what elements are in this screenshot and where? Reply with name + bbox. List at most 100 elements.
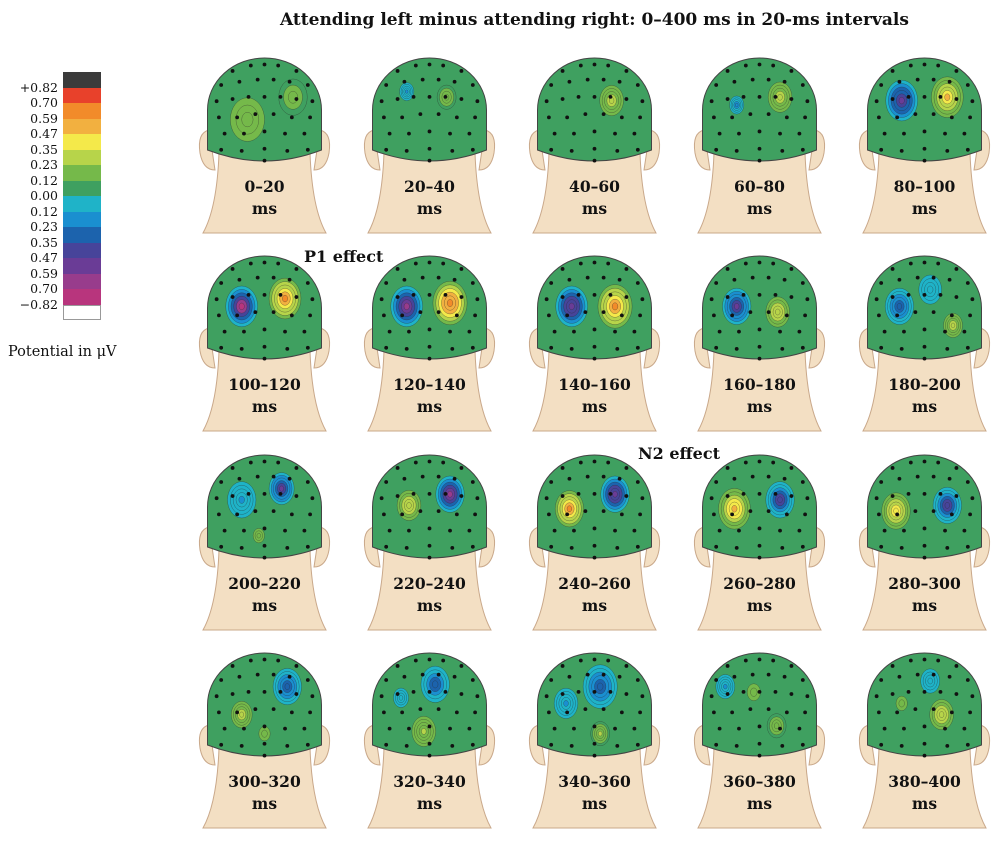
electrode-dot <box>418 310 422 314</box>
contour-region <box>405 90 408 94</box>
electrode-dot <box>231 97 235 101</box>
electrode-dot <box>966 480 970 484</box>
electrode-dot <box>735 744 739 748</box>
time-window-label: 40–60 <box>527 176 662 197</box>
electrode-dot <box>636 346 640 350</box>
electrode-dot <box>428 742 432 746</box>
contour-region <box>778 497 783 503</box>
contour-region <box>899 97 904 104</box>
electrode-dot <box>758 293 762 297</box>
electrode-dot <box>891 466 895 470</box>
electrode-dot <box>577 690 581 694</box>
electrode-dot <box>783 477 787 481</box>
electrode-dot <box>247 492 251 496</box>
time-unit-label: ms <box>527 396 662 417</box>
time-window-label: 240–260 <box>527 573 662 594</box>
electrode-dot <box>308 314 312 318</box>
electrode-dot <box>276 461 280 465</box>
electrode-dot <box>805 99 809 103</box>
time-unit-label: ms <box>692 396 827 417</box>
electrode-dot <box>272 78 276 82</box>
electrode-dot <box>448 330 452 334</box>
electrode-dot <box>290 711 294 715</box>
electrode-dot <box>215 694 219 698</box>
electrode-dot <box>553 132 557 136</box>
electrode-dot <box>875 496 879 500</box>
electrode-dot <box>891 692 895 696</box>
electrode-dot <box>758 725 762 729</box>
contour-region <box>421 728 426 734</box>
electrode-dot <box>396 494 400 498</box>
contour-region <box>750 688 757 696</box>
electrode-dot <box>460 664 464 668</box>
electrode-dot <box>428 658 432 662</box>
electrode-dot <box>428 556 432 560</box>
electrode-dot <box>565 116 569 120</box>
electrode-dot <box>774 293 778 297</box>
electrode-dot <box>475 297 479 301</box>
electrode-dot <box>405 347 409 351</box>
electrode-dot <box>380 297 384 301</box>
electrode-dot <box>593 460 597 464</box>
electrode-dot <box>790 267 794 271</box>
electrode-dot <box>895 314 899 318</box>
electrode-dot <box>444 293 448 297</box>
electrode-dot <box>403 80 407 84</box>
electrode-dot <box>923 261 927 265</box>
electrode-dot <box>877 711 881 715</box>
electrode-dot <box>593 345 597 349</box>
electrode-dot <box>545 99 549 103</box>
electrode-dot <box>758 492 762 496</box>
electrode-dot <box>737 132 741 136</box>
electrode-dot <box>396 267 400 271</box>
electrode-dot <box>240 546 244 550</box>
electrode-dot <box>923 658 927 662</box>
electrode-dot <box>235 314 239 318</box>
electrode-dot <box>396 664 400 668</box>
electrode-dot <box>384 545 388 549</box>
head-map: 240–260 ms <box>527 455 662 630</box>
electrode-dot <box>879 545 883 549</box>
electrode-dot <box>625 69 629 73</box>
electrode-dot <box>615 744 619 748</box>
electrode-dot <box>733 278 737 282</box>
electrode-dot <box>712 314 716 318</box>
electrode-dot <box>726 267 730 271</box>
electrode-dot <box>748 509 752 513</box>
electrode-dot <box>625 466 629 470</box>
electrode-dot <box>579 64 583 68</box>
electrode-dot <box>774 492 778 496</box>
electrode-dot <box>939 492 943 496</box>
electrode-dot <box>898 80 902 84</box>
electrode-dot <box>758 261 762 265</box>
electrode-dot <box>737 330 741 334</box>
electrode-dot <box>223 132 227 136</box>
electrode-dot <box>263 293 267 297</box>
electrode-dot <box>939 293 943 297</box>
electrode-dot <box>453 80 457 84</box>
electrode-dot <box>549 83 553 87</box>
electrode-dot <box>471 281 475 285</box>
contour-region <box>928 678 933 684</box>
electrode-dot <box>593 130 597 134</box>
time-window-label: 200–220 <box>197 573 332 594</box>
electrode-dot <box>215 99 219 103</box>
electrode-dot <box>285 149 289 153</box>
electrode-dot <box>565 314 569 318</box>
electrode-dot <box>380 496 384 500</box>
electrode-dot <box>625 664 629 668</box>
electrode-dot <box>455 314 459 318</box>
electrode-dot <box>231 664 235 668</box>
electrode-dot <box>405 149 409 153</box>
electrode-dot <box>923 725 927 729</box>
electrode-dot <box>382 711 386 715</box>
electrode-dot <box>219 545 223 549</box>
electrode-dot <box>455 513 459 517</box>
electrode-dot <box>437 276 441 280</box>
electrode-dot <box>916 78 920 82</box>
electrode-dot <box>263 357 267 361</box>
electrode-dot <box>767 509 771 513</box>
time-unit-label: ms <box>857 595 992 616</box>
electrode-dot <box>561 466 565 470</box>
electrode-dot <box>428 63 432 67</box>
